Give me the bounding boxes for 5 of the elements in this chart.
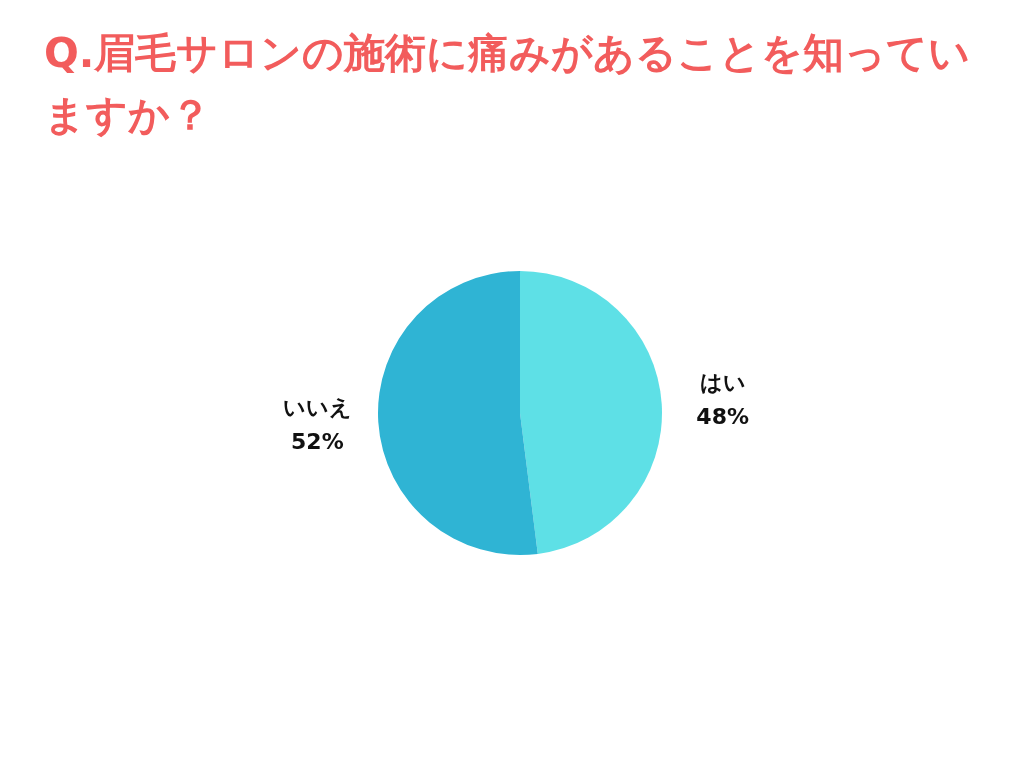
slice-label: はい [699,369,746,395]
chart-title: Q.眉毛サロンの施術に痛みがあることを知っていますか？ [44,28,972,141]
data-label: 48% [696,403,749,429]
data-label: 52% [291,429,344,455]
slice-label: いいえ [282,395,352,421]
